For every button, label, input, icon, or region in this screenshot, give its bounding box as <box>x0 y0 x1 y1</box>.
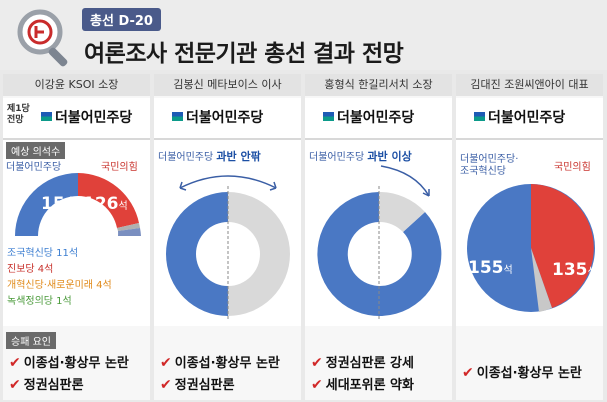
expert-column-4: 김대진 조원씨앤아이 대표 더불어민주당 더불어민주당· 조국혁신당 국민의힘 … <box>456 74 603 400</box>
reason-item: ✔ 정권심판론 강세 <box>311 355 414 371</box>
win-factors-label: 승패 요인 <box>6 332 56 349</box>
win-factors: ✔ 정권심판론 강세 ✔ 세대포위론 약화 <box>305 328 452 400</box>
first-party-box: 더불어민주당 <box>154 98 301 140</box>
seat-forecast: 더불어민주당 과반 안팎 <box>154 140 301 326</box>
red-party-label: 국민의힘 <box>101 162 138 173</box>
first-party-name: 더불어민주당 <box>55 110 133 126</box>
first-party-name: 더불어민주당 <box>186 110 264 126</box>
check-icon: ✔ <box>9 355 21 371</box>
expert-column-2: 김봉신 메타보이스 이사 더불어민주당 더불어민주당 과반 안팎 ✔ 이종섭·황상… <box>154 74 301 400</box>
blue-party-label: 더불어민주당· 조국혁신당 <box>460 154 519 177</box>
party-flag-icon <box>172 112 183 121</box>
verdict-line: 더불어민주당 과반 안팎 <box>158 150 261 163</box>
first-party-box: 더불어민주당 <box>456 98 603 140</box>
red-seat-count: 135석 <box>552 260 597 280</box>
reason-item: ✔ 이종섭·황상무 논란 <box>160 355 280 371</box>
small-party-3: 개혁신당·새로운미래 4석 <box>7 280 112 291</box>
expert-column-3: 홍형식 한길리서치 소장 더불어민주당 더불어민주당 과반 이상 ✔ 정권심판론 … <box>305 74 452 400</box>
blue-seat-count: 154석 <box>41 194 86 214</box>
header: 총선 D-20 여론조사 전문기관 총선 결과 전망 <box>0 0 607 70</box>
small-party-2: 진보당 4석 <box>7 264 54 275</box>
check-icon: ✔ <box>160 377 172 393</box>
red-party-label: 국민의힘 <box>554 162 591 173</box>
first-party-label: 제1당 전망 <box>7 104 30 125</box>
check-icon: ✔ <box>311 355 323 371</box>
small-party-1: 조국혁신당 11석 <box>7 248 79 259</box>
blue-party-label: 더불어민주당 <box>6 162 62 173</box>
pie-chart <box>467 184 595 312</box>
seat-forecast: 예상 의석수 더불어민주당 국민의힘 154석 126석 조국혁신당 11석 진… <box>3 140 150 326</box>
reason-item: ✔ 세대포위론 약화 <box>311 377 414 393</box>
check-icon: ✔ <box>160 355 172 371</box>
party-flag-icon <box>323 112 334 121</box>
half-donut-chart <box>15 173 141 236</box>
party-flag-icon <box>41 112 52 121</box>
reason-item: ✔ 정권심판론 <box>9 377 84 393</box>
party-flag-icon <box>474 112 485 121</box>
reason-item: ✔ 이종섭·황상무 논란 <box>462 365 582 381</box>
expert-name: 홍형식 한길리서치 소장 <box>305 74 452 96</box>
seat-forecast: 더불어민주당· 조국혁신당 국민의힘 155석 135석 <box>456 140 603 326</box>
blue-seat-count: 155석 <box>468 258 513 278</box>
reason-item: ✔ 이종섭·황상무 논란 <box>9 355 129 371</box>
small-party-4: 녹색정의당 1석 <box>7 296 72 307</box>
first-party-box: 더불어민주당 <box>305 98 452 140</box>
win-factors: ✔ 이종섭·황상무 논란 <box>456 328 603 400</box>
win-factors: 승패 요인 ✔ 이종섭·황상무 논란 ✔ 정권심판론 <box>3 328 150 400</box>
expert-name: 이강윤 KSOI 소장 <box>3 74 150 96</box>
ballot-magnifier-icon <box>17 9 68 67</box>
seats-label: 예상 의석수 <box>6 142 66 159</box>
win-factors: ✔ 이종섭·황상무 논란 ✔ 정권심판론 <box>154 328 301 400</box>
first-party-name: 더불어민주당 <box>488 110 566 126</box>
expert-name: 김대진 조원씨앤아이 대표 <box>456 74 603 96</box>
donut-chart <box>166 175 290 320</box>
expert-column-1: 이강윤 KSOI 소장 제1당 전망 더불어민주당 예상 의석수 더불어민주당 … <box>3 74 150 400</box>
expert-name: 김봉신 메타보이스 이사 <box>154 74 301 96</box>
check-icon: ✔ <box>311 377 323 393</box>
donut-chart <box>317 165 442 320</box>
red-seat-count: 126석 <box>83 194 128 214</box>
seat-forecast: 더불어민주당 과반 이상 <box>305 140 452 326</box>
page-title: 여론조사 전문기관 총선 결과 전망 <box>84 41 404 67</box>
verdict-line: 더불어민주당 과반 이상 <box>309 150 412 163</box>
first-party-box: 제1당 전망 더불어민주당 <box>3 98 150 140</box>
check-icon: ✔ <box>462 365 474 381</box>
reason-item: ✔ 정권심판론 <box>160 377 235 393</box>
first-party-name: 더불어민주당 <box>337 110 415 126</box>
check-icon: ✔ <box>9 377 21 393</box>
dday-badge: 총선 D-20 <box>82 8 161 31</box>
